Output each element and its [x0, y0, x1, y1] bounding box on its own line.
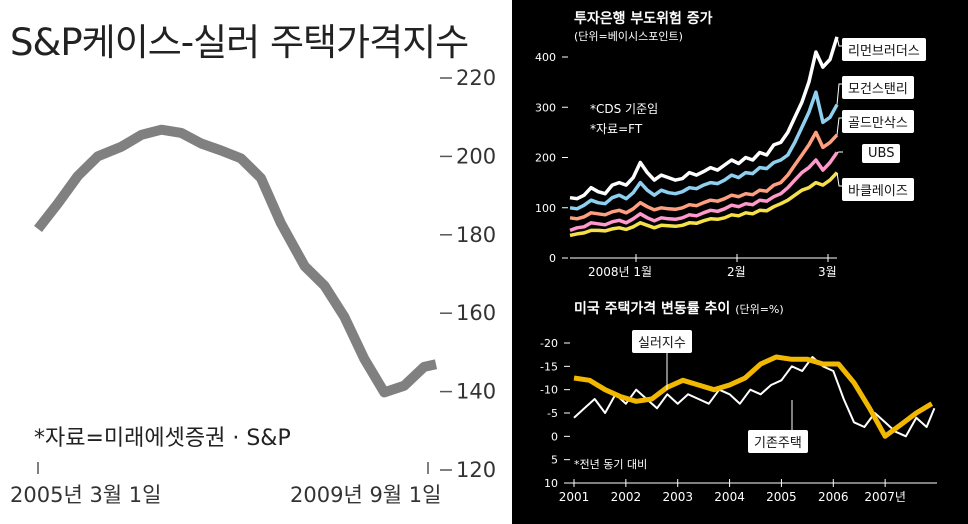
cds-legend-connector-1	[836, 83, 843, 105]
cds-y-tick-label-0: 0	[549, 252, 556, 265]
cds-note-1: *CDS 기준임	[590, 102, 659, 116]
cds-y-tick-label-100: 100	[535, 202, 556, 215]
cds-series-1	[569, 90, 839, 211]
housing-y-tick-label--10: -10	[540, 384, 558, 397]
housing-y-tick-label-5: 5	[551, 454, 558, 467]
cds-legend-connector-2	[836, 117, 843, 135]
legend-lehman: 리먼브러더스	[842, 38, 926, 61]
housing-chart-title-text: 미국 주택가격 변동률 추이	[574, 301, 731, 317]
x-tick-label-start: 2005년 3월 1일	[10, 483, 161, 507]
housing-series-existing	[573, 356, 936, 438]
y-tick-label-180: 180	[456, 223, 496, 247]
housing-x-tick-label-0: 2001	[559, 490, 590, 504]
y-tick-label-140: 140	[456, 380, 496, 404]
legend-barclays: 바클레이즈	[842, 178, 914, 201]
housing-x-tick-label-5: 2006	[818, 490, 849, 504]
housing-x-tick-label-4: 2005	[766, 490, 797, 504]
housing-y-tick-label-0: 0	[551, 430, 558, 443]
y-tick-label-220: 220	[456, 66, 496, 90]
left-panel: S&P케이스-실러 주택가격지수 220 200 180 160 140 120 2005년…	[10, 21, 497, 507]
housing-chart-unit: (단위=%)	[735, 303, 784, 316]
cds-series-3	[569, 151, 839, 233]
legend-goldman: 골드만삭스	[842, 110, 914, 133]
left-chart-title: S&P케이스-실러 주택가격지수	[10, 21, 469, 64]
cds-note-2: *자료=FT	[590, 122, 643, 136]
housing-note: *전년 동기 대비	[574, 458, 648, 471]
cds-series-2	[569, 130, 839, 221]
series-line-house-price	[34, 124, 438, 398]
cds-series-4	[569, 171, 839, 238]
cds-x-tick-label-0: 2008년 1월	[588, 265, 652, 279]
housing-chart-title: 미국 주택가격 변동률 추이 (단위=%)	[574, 298, 784, 318]
housing-x-tick-label-1: 2002	[611, 490, 642, 504]
legend-shiller: 실러지수	[632, 330, 692, 353]
x-tick-label-end: 2009년 9월 1일	[290, 483, 441, 507]
cds-legend-connector-0	[836, 36, 843, 47]
cds-legend-connector-4	[836, 172, 843, 187]
y-tick-label-120: 120	[456, 458, 496, 482]
cds-y-tick-label-300: 300	[535, 101, 556, 114]
cds-y-tick-label-400: 400	[535, 51, 556, 64]
cds-chart: 0 100 200 300 400 2008년 1월 2월 3월	[535, 36, 843, 279]
housing-x-tick-label-3: 2004	[714, 490, 745, 504]
cds-chart-title: 투자은행 부도위험 증가	[574, 11, 713, 27]
housing-y-tick-label--20: -20	[540, 337, 558, 350]
housing-y-tick-label--15: -15	[540, 360, 558, 373]
y-tick-label-200: 200	[456, 144, 496, 168]
housing-x-tick-label-6: 2007년	[864, 490, 906, 504]
cds-y-tick-label-200: 200	[535, 152, 556, 165]
legend-morgan: 모건스탠리	[842, 76, 914, 99]
housing-x-tick-label-2: 2003	[662, 490, 693, 504]
cds-x-tick-label-2: 3월	[818, 265, 837, 279]
left-chart-source: *자료=미래에셋증권 · S&P	[34, 426, 291, 451]
legend-existing: 기존주택	[748, 430, 808, 453]
cds-chart-subtitle: (단위=베이시스포인트)	[574, 30, 683, 43]
legend-ubs: UBS	[862, 144, 901, 163]
cds-series-0	[569, 36, 839, 201]
y-tick-label-160: 160	[456, 301, 496, 325]
cds-x-tick-label-1: 2월	[727, 265, 746, 279]
right-panel: 투자은행 부도위험 증가 (단위=베이시스포인트) *CDS 기준임 *자료=F…	[512, 0, 968, 524]
left-chart: 220 200 180 160 140 120 2005년 3월 1일 2009년 9월 1일	[10, 66, 496, 507]
housing-series-shiller	[573, 354, 934, 439]
housing-y-tick-label-10: 10	[544, 477, 558, 490]
housing-y-tick-label--5: -5	[547, 407, 558, 420]
